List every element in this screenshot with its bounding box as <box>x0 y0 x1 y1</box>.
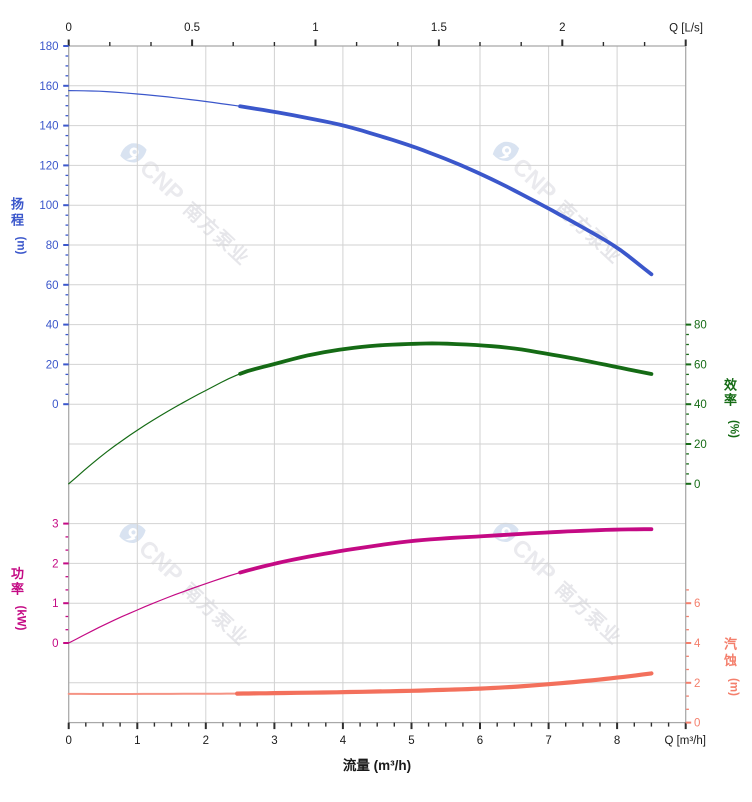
svg-text:140: 140 <box>39 121 58 133</box>
svg-text:2: 2 <box>559 22 565 34</box>
svg-text:6: 6 <box>477 735 483 747</box>
svg-text:100: 100 <box>39 200 58 212</box>
svg-text:3: 3 <box>271 735 277 747</box>
svg-text:60: 60 <box>694 359 707 371</box>
svg-text:1: 1 <box>52 598 58 610</box>
svg-text:20: 20 <box>694 439 707 451</box>
svg-text:率: 率 <box>724 393 737 408</box>
svg-text:0: 0 <box>65 22 71 34</box>
svg-text:(%): (%) <box>728 420 740 438</box>
svg-text:0: 0 <box>52 399 58 411</box>
svg-text:120: 120 <box>39 160 58 172</box>
svg-text:汽: 汽 <box>724 637 737 652</box>
svg-text:4: 4 <box>340 735 347 747</box>
svg-text:功: 功 <box>11 566 24 581</box>
svg-text:80: 80 <box>46 240 59 252</box>
svg-text:80: 80 <box>694 320 707 332</box>
svg-text:2: 2 <box>203 735 209 747</box>
svg-text:Q [L/s]: Q [L/s] <box>669 23 703 35</box>
svg-text:160: 160 <box>39 81 58 93</box>
svg-text:1.5: 1.5 <box>431 22 447 34</box>
svg-text:180: 180 <box>39 41 58 53</box>
svg-text:Q [m³/h]: Q [m³/h] <box>664 735 706 747</box>
svg-text:流量 (m³/h): 流量 (m³/h) <box>343 757 411 773</box>
svg-text:(kW): (kW) <box>15 606 27 631</box>
svg-text:40: 40 <box>694 399 707 411</box>
svg-text:效: 效 <box>724 378 738 393</box>
svg-text:0: 0 <box>65 735 71 747</box>
svg-text:(m): (m) <box>728 678 740 696</box>
svg-text:4: 4 <box>694 638 701 650</box>
svg-text:8: 8 <box>614 735 620 747</box>
svg-text:60: 60 <box>46 280 59 292</box>
svg-text:1: 1 <box>134 735 140 747</box>
svg-text:蚀: 蚀 <box>723 653 737 668</box>
svg-text:0: 0 <box>694 479 700 491</box>
svg-text:1: 1 <box>312 22 318 34</box>
svg-text:5: 5 <box>408 735 414 747</box>
svg-text:7: 7 <box>545 735 551 747</box>
svg-text:20: 20 <box>46 359 59 371</box>
svg-text:6: 6 <box>694 598 700 610</box>
svg-text:2: 2 <box>694 678 700 690</box>
svg-text:率: 率 <box>11 582 24 597</box>
svg-text:0: 0 <box>694 718 700 730</box>
svg-text:40: 40 <box>46 320 59 332</box>
svg-text:(m): (m) <box>15 237 27 255</box>
svg-text:3: 3 <box>52 519 58 531</box>
svg-text:2: 2 <box>52 558 58 570</box>
svg-text:扬: 扬 <box>11 197 24 212</box>
svg-text:0.5: 0.5 <box>184 22 200 34</box>
svg-text:0: 0 <box>52 638 58 650</box>
svg-text:程: 程 <box>11 213 24 228</box>
